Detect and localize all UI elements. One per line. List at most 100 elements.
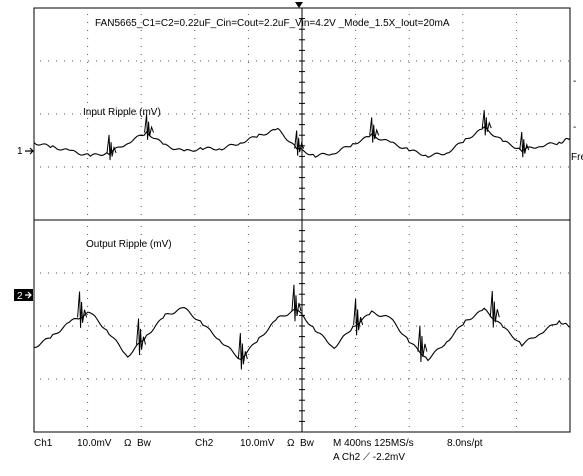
grid-dot [515, 102, 517, 103]
grid-dot [247, 306, 249, 307]
grid-dot [64, 166, 65, 168]
grid-dot [280, 166, 281, 168]
grid-dot [515, 198, 517, 199]
grid-dot [496, 325, 497, 327]
grid-dot [544, 272, 545, 274]
grid-dot [355, 30, 357, 31]
grid-dot [384, 325, 385, 327]
grid-dot [515, 386, 517, 387]
grid-dot [247, 426, 249, 427]
grid-dot [515, 338, 517, 339]
grid-dot [355, 250, 357, 251]
grid-dot [355, 150, 357, 151]
grid-dot [247, 134, 249, 135]
grid-dot [247, 250, 249, 251]
grid-dot [296, 60, 297, 62]
grid-dot [87, 226, 89, 227]
grid-dot [200, 60, 201, 62]
ripple-spike [519, 131, 530, 158]
grid-dot [515, 94, 517, 95]
grid-dot [355, 86, 357, 87]
grid-dot [515, 190, 517, 191]
grid-dot [355, 166, 357, 167]
grid-dot [184, 325, 185, 327]
grid-dot [515, 226, 517, 227]
grid-dot [496, 378, 497, 380]
grid-dot [247, 54, 249, 55]
grid-dot [247, 282, 249, 283]
grid-dot [560, 272, 561, 274]
grid-dot [152, 113, 153, 115]
grid-dot [40, 325, 41, 327]
grid-dot [247, 30, 249, 31]
grid-dot [355, 274, 357, 275]
grid-dot [376, 166, 377, 168]
grid-dot [400, 325, 401, 327]
grid-dot [336, 60, 337, 62]
grid-dot [424, 60, 425, 62]
grid-dot [462, 22, 464, 23]
grid-dot [140, 14, 142, 15]
grid-dot [520, 272, 521, 274]
grid-dot [247, 362, 249, 363]
grid-dot [515, 306, 517, 307]
grid-dot [104, 378, 105, 380]
grid-dot [194, 190, 196, 191]
grid-dot [496, 113, 497, 115]
grid-dot [184, 60, 185, 62]
grid-dot [408, 325, 409, 327]
svg-text:1: 1 [17, 146, 23, 157]
grid-dot [87, 426, 89, 427]
grid-dot [328, 272, 329, 274]
grid-dot [352, 166, 353, 168]
grid-dot [140, 150, 142, 151]
grid-dot [408, 110, 410, 111]
grid-dot [515, 314, 517, 315]
grid-dot [456, 166, 457, 168]
grid-dot [312, 113, 313, 115]
grid-dot [408, 166, 409, 168]
grid-dot [344, 113, 345, 115]
ripple-spike [136, 318, 147, 355]
grid-dot [462, 266, 464, 267]
grid-dot [247, 242, 249, 243]
grid-dot [264, 60, 265, 62]
grid-dot [112, 325, 113, 327]
grid-dot [256, 113, 257, 115]
grid-dot [328, 113, 329, 115]
grid-dot [408, 234, 410, 235]
svg-text:2: 2 [17, 291, 23, 302]
grid-dot [368, 378, 369, 380]
grid-dot [462, 282, 464, 283]
grid-dot [56, 60, 57, 62]
grid-dot [140, 102, 142, 103]
grid-dot [512, 166, 513, 168]
grid-dot [462, 226, 464, 227]
grid-dot [176, 378, 177, 380]
grid-dot [504, 60, 505, 62]
ripple-spike [291, 284, 302, 322]
grid-dot [408, 426, 410, 427]
grid-dot [352, 325, 353, 327]
grid-dot [432, 113, 433, 115]
grid-dot [408, 272, 409, 274]
ch2-ohm-icon: Ω [287, 438, 295, 449]
grid-dot [512, 60, 513, 62]
grid-dot [400, 378, 401, 380]
grid-dot [140, 322, 142, 323]
grid-dot [224, 113, 225, 115]
grid-dot [216, 272, 217, 274]
grid-dot [515, 410, 517, 411]
grid-dot [200, 378, 201, 380]
grid-dot [462, 338, 464, 339]
grid-dot [194, 370, 196, 371]
grid-dot [140, 38, 142, 39]
grid-dot [515, 394, 517, 395]
grid-dot [408, 214, 410, 215]
grid-dot [87, 22, 89, 23]
grid-dot [140, 266, 142, 267]
grid-dot [355, 354, 357, 355]
grid-dot [72, 60, 73, 62]
grid-dot [515, 14, 517, 15]
grid-dot [355, 242, 357, 243]
